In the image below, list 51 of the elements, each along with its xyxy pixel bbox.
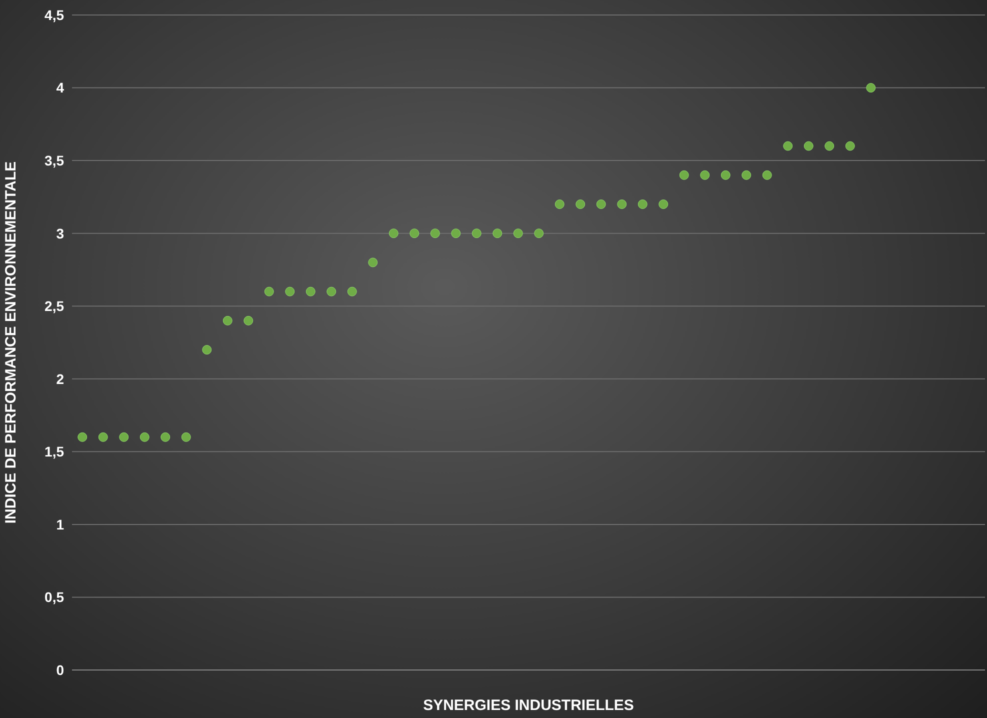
- point: [244, 316, 254, 326]
- point: [451, 228, 461, 238]
- point: [700, 170, 710, 180]
- point: [285, 286, 295, 296]
- point: [554, 199, 564, 209]
- point: [742, 170, 752, 180]
- point: [222, 316, 232, 326]
- point: [78, 432, 88, 442]
- point: [119, 432, 129, 442]
- point: [845, 141, 855, 151]
- point: [306, 286, 316, 296]
- point: [98, 432, 108, 442]
- y-tick-label: 4,5: [44, 6, 64, 23]
- y-tick-label: 2,5: [44, 298, 64, 314]
- point: [202, 345, 212, 355]
- point: [492, 228, 502, 238]
- point: [534, 228, 544, 238]
- y-tick-label: 0: [56, 662, 64, 678]
- y-tick-label: 2: [56, 370, 64, 387]
- point: [658, 199, 668, 209]
- point: [430, 228, 440, 238]
- point: [388, 228, 398, 238]
- y-axis-title: INDICE DE PERFORMANCE ENVIRONNEMENTALE: [2, 161, 20, 524]
- x-axis-title: SYNERGIES INDUSTRIELLES: [423, 697, 634, 714]
- y-tick-label: 3: [56, 225, 64, 242]
- point: [181, 432, 191, 442]
- point: [783, 141, 793, 151]
- y-tick-label: 1: [56, 516, 64, 532]
- point: [617, 199, 627, 209]
- point: [638, 199, 648, 209]
- point: [576, 199, 586, 209]
- point: [866, 83, 876, 93]
- point: [264, 286, 274, 296]
- y-tick-label: 0,5: [44, 589, 64, 606]
- point: [762, 170, 772, 180]
- point: [824, 141, 834, 151]
- point: [596, 199, 606, 209]
- y-tick-label: 1,5: [44, 444, 64, 460]
- point: [326, 286, 336, 296]
- point: [410, 228, 420, 238]
- point: [140, 432, 150, 442]
- point: [513, 228, 523, 238]
- y-tick-label: 3,5: [44, 152, 64, 169]
- point: [472, 228, 482, 238]
- y-tick-label: 4: [56, 80, 64, 96]
- point: [720, 170, 730, 180]
- point: [160, 432, 170, 442]
- point: [347, 286, 357, 296]
- point: [804, 141, 814, 151]
- point: [368, 258, 378, 268]
- point: [679, 170, 689, 180]
